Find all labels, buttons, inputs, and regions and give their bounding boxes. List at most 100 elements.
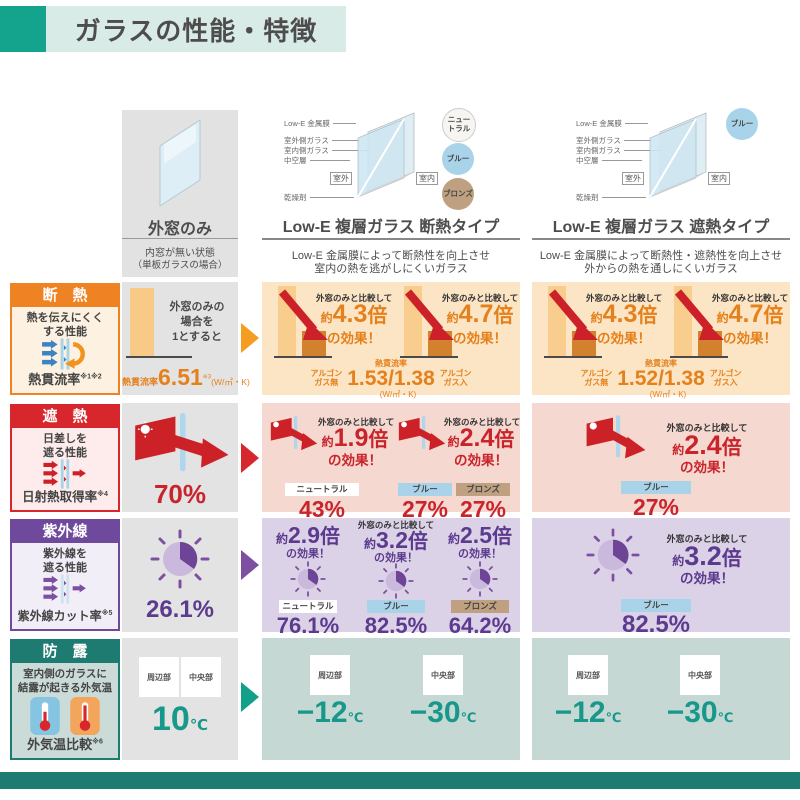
diagram-label-desiccant: 乾燥剤	[284, 193, 354, 202]
row-shielding-desc-1: 日差しを	[43, 433, 87, 445]
row-shielding-label: 遮 熱 日差しを 遮る性能 日射熱取得率※4	[10, 404, 120, 512]
baseline-bar	[130, 288, 154, 356]
baseline-subtitle-2: （単板ガラスの場合）	[132, 260, 228, 271]
uv-lowE-insulation-cell: 約2.9倍 の効果！ ニュートラル 76.1% 外窓のみと比較して 約3.2倍 …	[262, 518, 520, 637]
baseline-temperature: 10℃	[152, 700, 208, 738]
shielding-lowE-shielding-cell: 外窓のみと比較して 約2.4倍 の効果！ ブルー 27%	[532, 403, 790, 519]
edge-part-badge: 周辺部	[139, 657, 179, 697]
color-option-blue: ブルー	[726, 108, 758, 140]
baseline-solar-gain: 70%	[153, 479, 207, 509]
effect-label: の効果！	[723, 331, 777, 346]
page-title: ガラスの性能・特徴	[74, 15, 318, 46]
inside-label-box: 室内	[416, 172, 438, 185]
shielding-lowE-insulation-cell: 外窓のみと比較して 約1.9倍 の効果！ ニュートラル 43% 外窓のみと比較し…	[262, 403, 520, 521]
condensation-lowE-shielding-cell: 周辺部 −12℃ 中央部 −30℃	[532, 638, 790, 760]
row-condensation-desc-1: 室内側のガラスに	[23, 668, 107, 680]
glass-color-badge-bronze: ブロンズ	[456, 483, 510, 496]
edge-part-badge: 周辺部	[310, 655, 350, 695]
solar-gain-value: 43%	[298, 496, 346, 522]
shielding-column-title: Low-E 複層ガラス 遮熱タイプ	[552, 219, 770, 236]
sun-block-icon	[43, 459, 86, 489]
uv-baseline-cell: 26.1%	[122, 518, 238, 632]
arrow-right-icon	[241, 443, 259, 473]
color-option-bronze: ブロンズ	[442, 178, 474, 210]
thermometer-cold-icon	[30, 697, 60, 735]
row-shielding-metric: 日射熱取得率※4	[22, 490, 108, 504]
outside-label-box: 室外	[622, 172, 644, 185]
baseline-note: 外窓のみの 場合を 1とすると	[169, 301, 225, 343]
effect-label: の効果！	[327, 331, 381, 346]
insulation-column-title: Low-E 複層ガラス 断熱タイプ	[282, 219, 500, 236]
arrow-right-icon	[241, 323, 259, 353]
shielding-column-desc-1: Low-E 金属膜によって断熱性・遮熱性を向上させ	[539, 250, 783, 262]
sun-deflect-icon	[586, 415, 646, 459]
insulation-lowE-shielding-cell: 外窓のみと比較して 約4.3倍 の効果！ 外窓のみと比較して 約4.7倍 の効果…	[532, 282, 790, 399]
effect-label: の効果！	[458, 548, 502, 560]
shielding-column-desc-2: 外からの熱を通しにくいガラス	[584, 263, 738, 275]
edge-temperature: −12℃	[554, 696, 622, 729]
uv-block-icon	[43, 574, 86, 604]
decrease-arrow-icon	[548, 289, 598, 340]
center-temperature: −30℃	[666, 696, 734, 729]
row-condensation-label: 防 露 室内側のガラスに 結露が起きる外気温 外気温比較※6	[10, 639, 120, 760]
u-value-block: 熱貫流率 1.52/1.38 (W/㎡・K)	[617, 358, 705, 400]
effect-label: の効果！	[328, 453, 382, 468]
compare-note: 外窓のみと比較して	[666, 534, 748, 544]
effect-multiplier: 約4.3倍	[320, 300, 388, 328]
uv-sun-pie-icon	[462, 561, 498, 597]
effect-label: の効果！	[374, 552, 418, 564]
inside-label-box: 室内	[708, 172, 730, 185]
uv-cut-value: 82.5%	[621, 611, 691, 638]
diagram-label-outer-glass: 室外側ガラス	[576, 136, 652, 145]
chart-baseline	[400, 356, 458, 358]
effect-multiplier: 約1.9倍	[321, 424, 389, 452]
double-glass-unit-illustration	[357, 112, 415, 198]
row-shielding-title: 遮 熱	[12, 406, 118, 428]
argon-in-label: アルゴン ガス入	[439, 369, 472, 387]
uv-sun-pie-icon	[150, 529, 210, 589]
diagram-label-metal-film: Low-E 金属膜	[284, 119, 356, 128]
bar-compare-chart: 外窓のみと比較して 約4.7倍 の効果！	[662, 286, 788, 358]
baseline-column-title: 外窓のみ	[147, 221, 212, 238]
argon-none-label: アルゴン ガス無	[310, 369, 343, 387]
effect-label: の効果！	[597, 331, 651, 346]
effect-multiplier: 約4.7倍	[446, 300, 514, 328]
diagram-label-inner-glass: 室内側ガラス	[576, 146, 660, 155]
glass-color-badge-blue: ブルー	[621, 481, 691, 494]
glass-color-badge-blue: ブルー	[621, 599, 691, 612]
uv-sun-pie-icon	[586, 528, 640, 582]
baseline-uv-cut: 26.1%	[145, 596, 215, 623]
solar-gain-value: 27%	[632, 494, 680, 520]
color-option-blue: ブルー	[442, 143, 474, 175]
row-uv-desc-2: 遮る性能	[43, 562, 87, 574]
header-accent-square	[0, 6, 46, 52]
divider	[122, 238, 238, 239]
u-value-comparison: アルゴン ガス無 熱貫流率 1.52/1.38 (W/㎡・K) アルゴン ガス入	[532, 358, 790, 400]
color-option-neutral: ニュートラル	[442, 108, 476, 142]
u-value: 1.53/1.38	[347, 367, 435, 390]
chart-baseline	[126, 356, 192, 358]
footer-accent-bar	[0, 772, 800, 789]
row-insulation-title: 断 熱	[12, 285, 118, 307]
effect-multiplier: 約4.7倍	[716, 300, 784, 328]
arrow-right-icon	[241, 682, 259, 712]
insulation-icon	[42, 338, 85, 370]
diagram-label-inner-glass: 室内側ガラス	[284, 146, 368, 155]
center-part-badge: 中央部	[423, 655, 463, 695]
row-uv-desc-1: 紫外線を	[43, 548, 87, 560]
row-condensation-metric: 外気温比較※6	[27, 737, 103, 752]
effect-label: の効果！	[680, 460, 734, 475]
effect-multiplier: 約4.3倍	[590, 300, 658, 328]
row-condensation-title: 防 露	[12, 641, 118, 663]
effect-multiplier: 約3.2倍	[672, 541, 742, 571]
diagram-label-metal-film: Low-E 金属膜	[576, 119, 648, 128]
u-value-unit: (W/㎡・K)	[379, 390, 417, 399]
row-uv-metric: 紫外線カット率※5	[17, 609, 113, 623]
row-uv-title: 紫外線	[12, 521, 118, 543]
baseline-column-header: 外窓のみ 内窓が無い状態 （単板ガラスの場合）	[122, 110, 238, 277]
glass-color-badge-neutral: ニュートラル	[285, 483, 359, 496]
metric-label: 熱貫流率	[645, 359, 677, 368]
insulation-lowE-insulation-cell: 外窓のみと比較して 約4.3倍 の効果！ 外窓のみと比較して 約4.7倍 の効果…	[262, 282, 520, 399]
effect-multiplier: 約2.9倍	[276, 522, 340, 548]
